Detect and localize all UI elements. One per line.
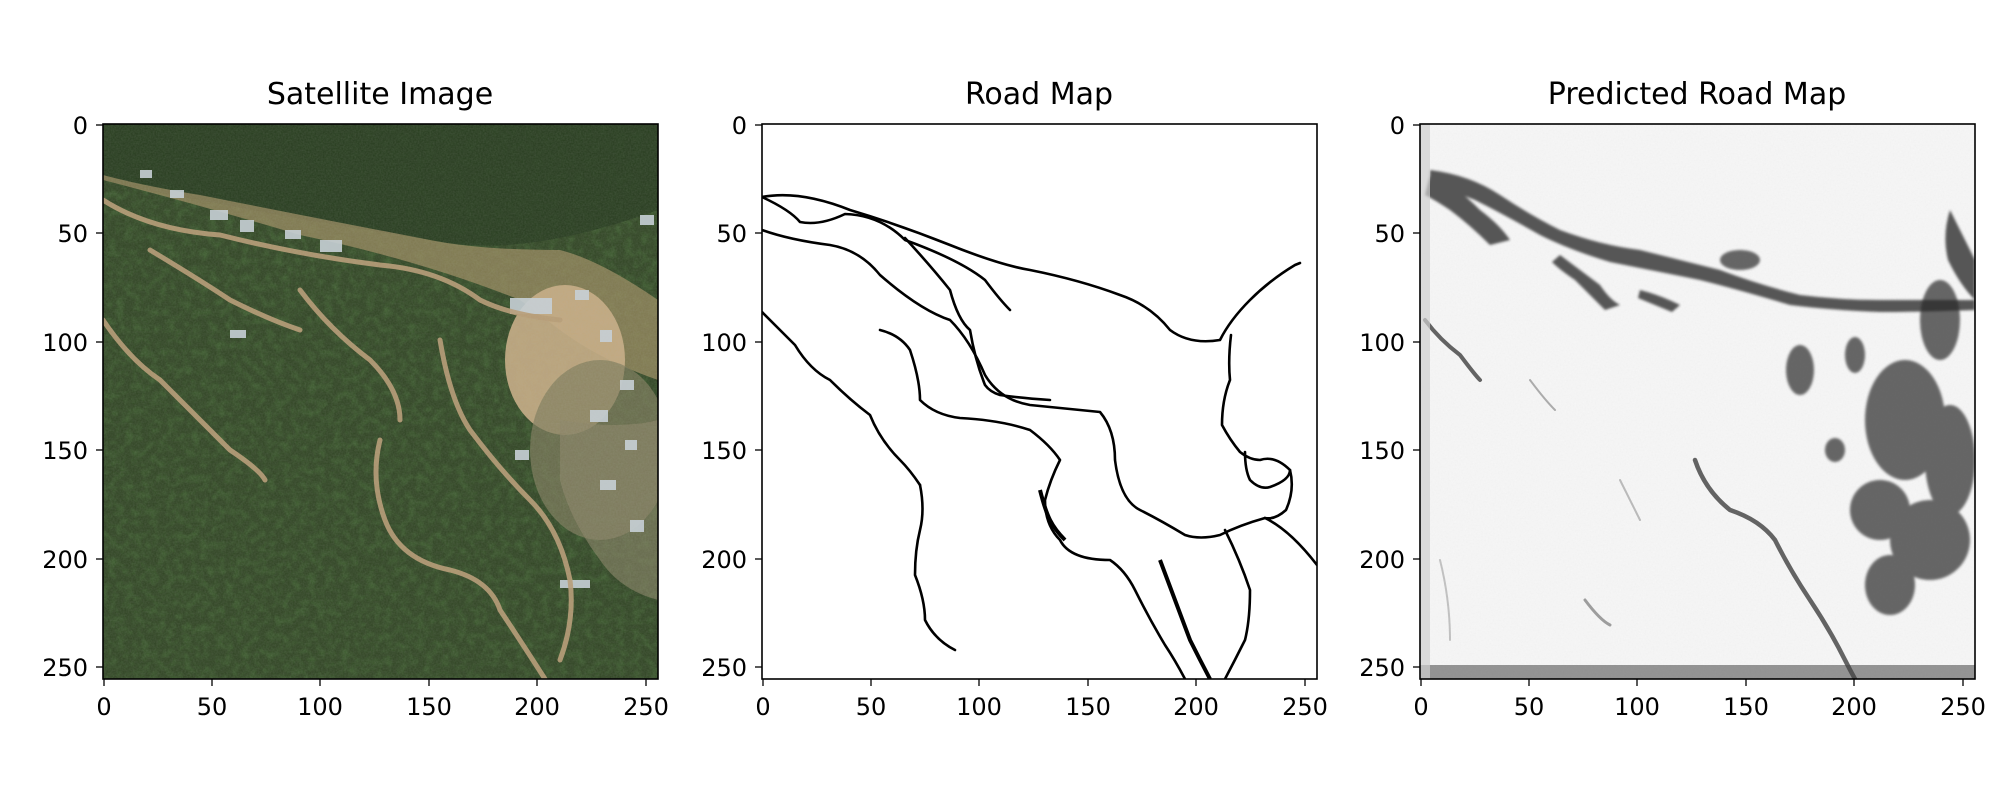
tick-label: 50 — [716, 220, 747, 248]
tick-label: 250 — [1359, 654, 1405, 682]
tick-label: 0 — [96, 693, 111, 721]
predicted-road-map-image — [1420, 124, 1975, 679]
panel-title-road-map: Road Map — [965, 77, 1113, 112]
tick-label: 250 — [42, 654, 88, 682]
panel-predicted-road-map: Predicted Road Map — [1359, 77, 1986, 721]
tick-label: 50 — [1374, 220, 1405, 248]
tick-label: 250 — [1940, 693, 1986, 721]
y-axis-predicted: 0 50 100 150 200 250 — [1359, 112, 1420, 682]
tick-label: 150 — [42, 437, 88, 465]
tick-label: 50 — [856, 693, 887, 721]
tick-label: 150 — [1723, 693, 1769, 721]
tick-label: 250 — [701, 654, 747, 682]
tick-label: 200 — [514, 693, 560, 721]
tick-label: 200 — [1359, 546, 1405, 574]
x-axis-road-map: 0 50 100 150 200 250 — [755, 679, 1328, 721]
tick-label: 150 — [701, 437, 747, 465]
tick-label: 0 — [732, 112, 747, 140]
tick-label: 150 — [406, 693, 452, 721]
panel-road-map: Road Map — [701, 77, 1328, 721]
tick-label: 100 — [701, 329, 747, 357]
tick-label: 0 — [1390, 112, 1405, 140]
x-axis-predicted: 0 50 100 150 200 250 — [1413, 679, 1986, 721]
tick-label: 250 — [623, 693, 669, 721]
tick-label: 100 — [42, 329, 88, 357]
tick-label: 100 — [956, 693, 1002, 721]
axes-frame-road-map — [761, 123, 1318, 680]
tick-label: 0 — [1413, 693, 1428, 721]
panel-satellite: Satellite Image — [42, 77, 669, 721]
y-axis-satellite: 0 50 100 150 200 250 — [42, 112, 103, 682]
tick-label: 200 — [42, 546, 88, 574]
axes-frame-satellite — [102, 123, 659, 680]
tick-label: 50 — [197, 693, 228, 721]
tick-label: 200 — [701, 546, 747, 574]
tick-label: 250 — [1282, 693, 1328, 721]
road-map-image — [762, 124, 1317, 679]
panel-title-predicted-road-map: Predicted Road Map — [1548, 77, 1847, 112]
y-axis-road-map: 0 50 100 150 200 250 — [701, 112, 762, 682]
tick-label: 150 — [1359, 437, 1405, 465]
x-axis-satellite: 0 50 100 150 200 250 — [96, 679, 669, 721]
axes-frame-predicted — [1419, 123, 1976, 680]
tick-label: 100 — [1359, 329, 1405, 357]
tick-label: 100 — [1614, 693, 1660, 721]
tick-label: 50 — [57, 220, 88, 248]
satellite-image — [103, 124, 658, 679]
tick-label: 200 — [1173, 693, 1219, 721]
tick-label: 100 — [297, 693, 343, 721]
tick-label: 200 — [1831, 693, 1877, 721]
panel-title-satellite: Satellite Image — [267, 77, 493, 112]
tick-label: 0 — [755, 693, 770, 721]
tick-label: 150 — [1065, 693, 1111, 721]
tick-label: 0 — [73, 112, 88, 140]
tick-label: 50 — [1514, 693, 1545, 721]
